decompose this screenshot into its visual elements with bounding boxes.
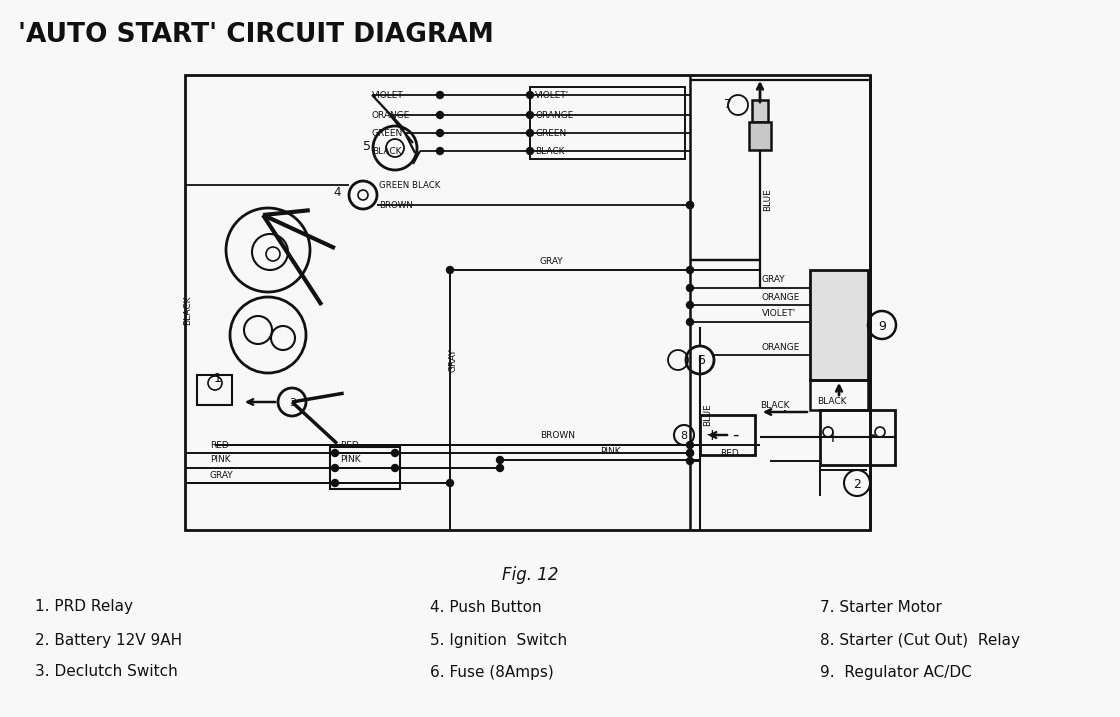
Text: GRAY: GRAY (540, 257, 563, 265)
Text: 3. Declutch Switch: 3. Declutch Switch (35, 665, 178, 680)
Text: GRAY: GRAY (211, 470, 234, 480)
Text: BLACK: BLACK (760, 401, 790, 409)
Text: PINK: PINK (211, 455, 231, 465)
Text: 4: 4 (334, 186, 340, 199)
Text: -: - (868, 425, 876, 445)
Circle shape (392, 465, 399, 472)
Circle shape (496, 465, 504, 472)
Bar (810, 270, 868, 380)
Circle shape (526, 112, 533, 118)
Text: BLACK: BLACK (372, 146, 401, 156)
Circle shape (687, 450, 693, 457)
Circle shape (687, 318, 693, 326)
Text: VIOLET': VIOLET' (535, 90, 569, 100)
Text: BLUE: BLUE (763, 189, 772, 212)
Bar (700, 415, 755, 455)
Circle shape (687, 442, 693, 449)
Circle shape (437, 148, 444, 154)
Text: 1: 1 (214, 371, 222, 384)
Text: 'AUTO START' CIRCUIT DIAGRAM: 'AUTO START' CIRCUIT DIAGRAM (18, 22, 494, 48)
Text: GREEN BLACK: GREEN BLACK (379, 181, 440, 189)
Text: 5: 5 (363, 140, 371, 153)
Text: 4. Push Button: 4. Push Button (430, 599, 542, 614)
Circle shape (447, 480, 454, 487)
Text: 7. Starter Motor: 7. Starter Motor (820, 599, 942, 614)
Text: BLUE: BLUE (703, 404, 712, 427)
Circle shape (526, 130, 533, 136)
Text: 9.  Regulator AC/DC: 9. Regulator AC/DC (820, 665, 972, 680)
Text: RED: RED (720, 449, 739, 457)
Text: 6: 6 (697, 354, 704, 368)
Text: PINK: PINK (600, 447, 620, 457)
Bar (197, 375, 232, 405)
Circle shape (437, 130, 444, 136)
Text: PINK: PINK (340, 455, 361, 465)
Circle shape (332, 480, 338, 487)
Text: 3: 3 (289, 398, 297, 408)
Text: 5. Ignition  Switch: 5. Ignition Switch (430, 632, 567, 647)
Circle shape (687, 457, 693, 465)
Circle shape (526, 92, 533, 98)
Text: ORANGE: ORANGE (762, 293, 801, 302)
Text: 1. PRD Relay: 1. PRD Relay (35, 599, 133, 614)
Text: +: + (706, 427, 718, 442)
Text: VIOLET: VIOLET (372, 90, 403, 100)
Circle shape (437, 112, 444, 118)
Text: VIOLET': VIOLET' (762, 310, 796, 318)
Text: 6. Fuse (8Amps): 6. Fuse (8Amps) (430, 665, 553, 680)
Circle shape (447, 267, 454, 273)
Circle shape (392, 450, 399, 457)
Circle shape (332, 465, 338, 472)
Circle shape (687, 285, 693, 292)
Text: GRAY: GRAY (448, 348, 457, 372)
Text: BLACK: BLACK (535, 146, 564, 156)
Text: 9: 9 (878, 320, 886, 333)
Text: 8: 8 (681, 431, 688, 441)
Circle shape (687, 201, 693, 209)
Text: 8. Starter (Cut Out)  Relay: 8. Starter (Cut Out) Relay (820, 632, 1020, 647)
Bar (185, 75, 870, 530)
Text: RED: RED (340, 440, 358, 450)
Text: +: + (825, 428, 839, 446)
Text: BLACK: BLACK (184, 295, 193, 325)
Text: GREEN: GREEN (535, 128, 567, 138)
Text: ORANGE: ORANGE (535, 110, 573, 120)
Bar (820, 410, 895, 465)
Text: BROWN: BROWN (379, 201, 413, 209)
Text: 2. Battery 12V 9AH: 2. Battery 12V 9AH (35, 632, 183, 647)
Bar (749, 122, 771, 150)
Text: 7: 7 (724, 98, 732, 112)
Circle shape (687, 302, 693, 308)
Circle shape (332, 450, 338, 457)
Circle shape (526, 148, 533, 154)
Bar (530, 87, 685, 159)
Text: -: - (731, 426, 738, 444)
Text: ORANGE: ORANGE (762, 343, 801, 351)
Bar (330, 447, 400, 489)
Circle shape (687, 450, 693, 457)
Circle shape (496, 457, 504, 463)
Text: GRAY: GRAY (762, 275, 785, 285)
Circle shape (437, 92, 444, 98)
Bar (752, 100, 768, 122)
Text: ORANGE: ORANGE (372, 110, 410, 120)
Text: 2: 2 (853, 478, 861, 490)
Text: RED: RED (211, 440, 228, 450)
Text: BLACK: BLACK (816, 397, 847, 407)
Text: BROWN: BROWN (540, 432, 575, 440)
Circle shape (687, 201, 693, 209)
Text: GREEN: GREEN (372, 128, 403, 138)
Circle shape (687, 267, 693, 273)
Bar (810, 380, 868, 410)
Text: Fig. 12: Fig. 12 (502, 566, 558, 584)
